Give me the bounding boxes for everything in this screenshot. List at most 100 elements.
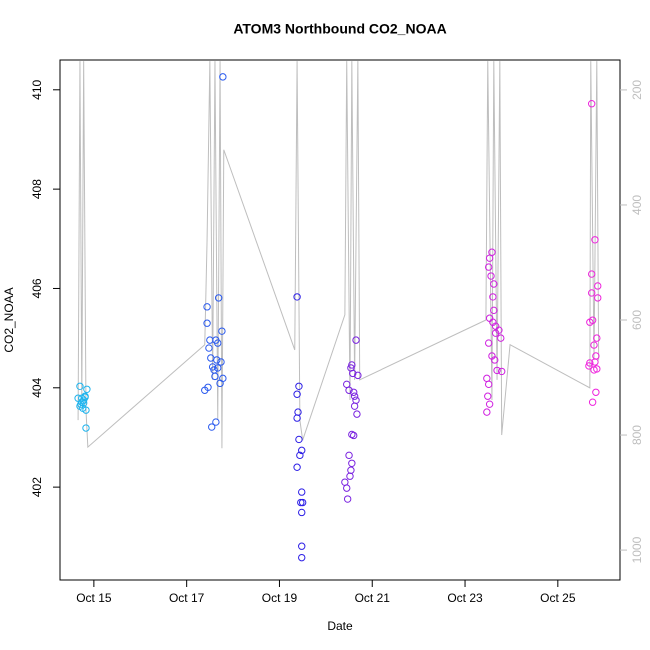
point bbox=[483, 374, 491, 383]
point bbox=[352, 336, 360, 344]
point bbox=[83, 385, 91, 393]
point bbox=[345, 386, 353, 394]
point bbox=[591, 358, 599, 366]
point bbox=[78, 398, 86, 406]
y-tick-label: 406 bbox=[30, 278, 44, 298]
point bbox=[588, 398, 597, 406]
pressure-line bbox=[77, 61, 600, 449]
x-tick-label: Oct 23 bbox=[447, 591, 483, 605]
point bbox=[214, 339, 222, 347]
point bbox=[586, 359, 594, 367]
x-tick-label: Oct 17 bbox=[169, 591, 205, 605]
point bbox=[76, 382, 84, 391]
point bbox=[349, 369, 357, 378]
point bbox=[214, 364, 222, 372]
y2-tick-label: 400 bbox=[630, 195, 644, 215]
point bbox=[484, 339, 493, 347]
point bbox=[343, 380, 351, 389]
point bbox=[490, 280, 498, 288]
point bbox=[484, 380, 493, 389]
point bbox=[487, 272, 495, 280]
point bbox=[590, 341, 598, 349]
point bbox=[213, 356, 221, 364]
x-tick-label: Oct 15 bbox=[76, 591, 112, 605]
point bbox=[293, 463, 301, 471]
point bbox=[298, 498, 307, 507]
point bbox=[346, 472, 354, 480]
x-axis-title: Date bbox=[327, 619, 353, 633]
y2-tick-label: 800 bbox=[630, 425, 644, 445]
point bbox=[293, 390, 301, 398]
point bbox=[593, 334, 601, 342]
point bbox=[203, 319, 211, 327]
point bbox=[343, 495, 352, 503]
x-tick-label: Oct 25 bbox=[540, 591, 576, 605]
x-tick-label: Oct 21 bbox=[355, 591, 391, 605]
point bbox=[353, 410, 361, 418]
point bbox=[293, 414, 301, 422]
point bbox=[493, 366, 501, 375]
point bbox=[587, 289, 596, 297]
point bbox=[349, 388, 358, 396]
point bbox=[587, 270, 596, 278]
point bbox=[354, 371, 362, 380]
point bbox=[485, 254, 494, 262]
point bbox=[594, 294, 602, 302]
y2-tick-label: 1000 bbox=[630, 536, 644, 563]
y-tick-label: 402 bbox=[30, 477, 44, 497]
point bbox=[205, 344, 213, 352]
point bbox=[218, 327, 226, 335]
point bbox=[82, 424, 90, 432]
point bbox=[497, 367, 506, 376]
point bbox=[587, 100, 596, 108]
point bbox=[484, 392, 492, 400]
point bbox=[485, 400, 494, 408]
point bbox=[219, 374, 227, 383]
plot-box bbox=[59, 59, 621, 581]
point bbox=[491, 329, 500, 337]
point bbox=[204, 383, 212, 391]
point bbox=[217, 358, 225, 366]
point bbox=[350, 392, 359, 400]
y-tick-label: 404 bbox=[30, 377, 44, 397]
point bbox=[211, 372, 219, 381]
point bbox=[82, 406, 90, 414]
point bbox=[490, 306, 498, 315]
y2-tick-label: 200 bbox=[630, 80, 644, 100]
x-tick-label: Oct 19 bbox=[262, 591, 298, 605]
y2-tick-label: 600 bbox=[630, 310, 644, 330]
point bbox=[81, 392, 89, 400]
point bbox=[594, 282, 602, 290]
plot-lines bbox=[77, 61, 600, 449]
point bbox=[212, 418, 220, 426]
point bbox=[483, 408, 491, 416]
point bbox=[298, 542, 306, 550]
point bbox=[484, 263, 493, 271]
point bbox=[203, 303, 211, 311]
point bbox=[592, 388, 600, 396]
point bbox=[74, 394, 82, 402]
point bbox=[293, 293, 301, 301]
point bbox=[350, 402, 359, 410]
point bbox=[591, 236, 599, 244]
point bbox=[347, 466, 355, 474]
y-axis-title: CO2_NOAA bbox=[2, 287, 16, 352]
point bbox=[208, 423, 216, 431]
point bbox=[298, 508, 306, 517]
point bbox=[296, 451, 304, 460]
point bbox=[298, 446, 306, 455]
point bbox=[590, 366, 598, 374]
point bbox=[345, 451, 353, 460]
point bbox=[214, 294, 223, 302]
point bbox=[352, 396, 360, 404]
point bbox=[497, 334, 505, 342]
point bbox=[341, 478, 349, 486]
point bbox=[489, 293, 497, 301]
y-tick-label: 408 bbox=[30, 179, 44, 199]
point bbox=[348, 459, 356, 467]
point bbox=[586, 318, 594, 326]
point bbox=[295, 435, 303, 444]
y-tick-label: 410 bbox=[30, 79, 44, 99]
